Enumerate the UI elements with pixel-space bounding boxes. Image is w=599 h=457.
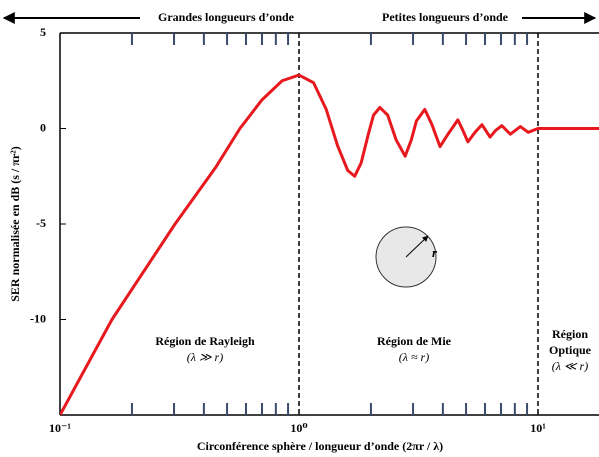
region-name: Région — [552, 327, 588, 341]
sphere-label: r — [432, 245, 438, 260]
region-condition: (λ ≫ r) — [187, 350, 223, 364]
x-tick-label: 10⁰ — [290, 421, 307, 435]
y-tick-label: 5 — [40, 25, 46, 39]
plot-area: 5 0 -5 -10 10⁻¹ 10⁰ 10¹ — [30, 25, 599, 435]
data-line — [60, 73, 599, 415]
radius-arrow — [405, 235, 429, 258]
right-band-label: Petites longueurs d’onde — [382, 10, 509, 24]
y-tick-label: -10 — [30, 311, 46, 325]
left-band-label: Grandes longueurs d’onde — [158, 10, 295, 24]
y-axis-label: SER normalisée en dB (s / πr²) — [8, 146, 22, 302]
region-condition: (λ ≈ r) — [399, 350, 429, 364]
y-tick-label: -5 — [36, 216, 46, 230]
x-tick-label: 10¹ — [530, 421, 546, 435]
region-name: Région de Rayleigh — [155, 334, 255, 348]
region-name: Région de Mie — [377, 334, 452, 348]
x-tick-label: 10⁻¹ — [49, 421, 71, 435]
x-axis-label: Circonférence sphère / longueur d’onde (… — [197, 439, 443, 453]
region-name: Optique — [549, 343, 592, 357]
region-condition: (λ ≪ r) — [552, 359, 588, 373]
y-tick-label: 0 — [40, 120, 46, 134]
